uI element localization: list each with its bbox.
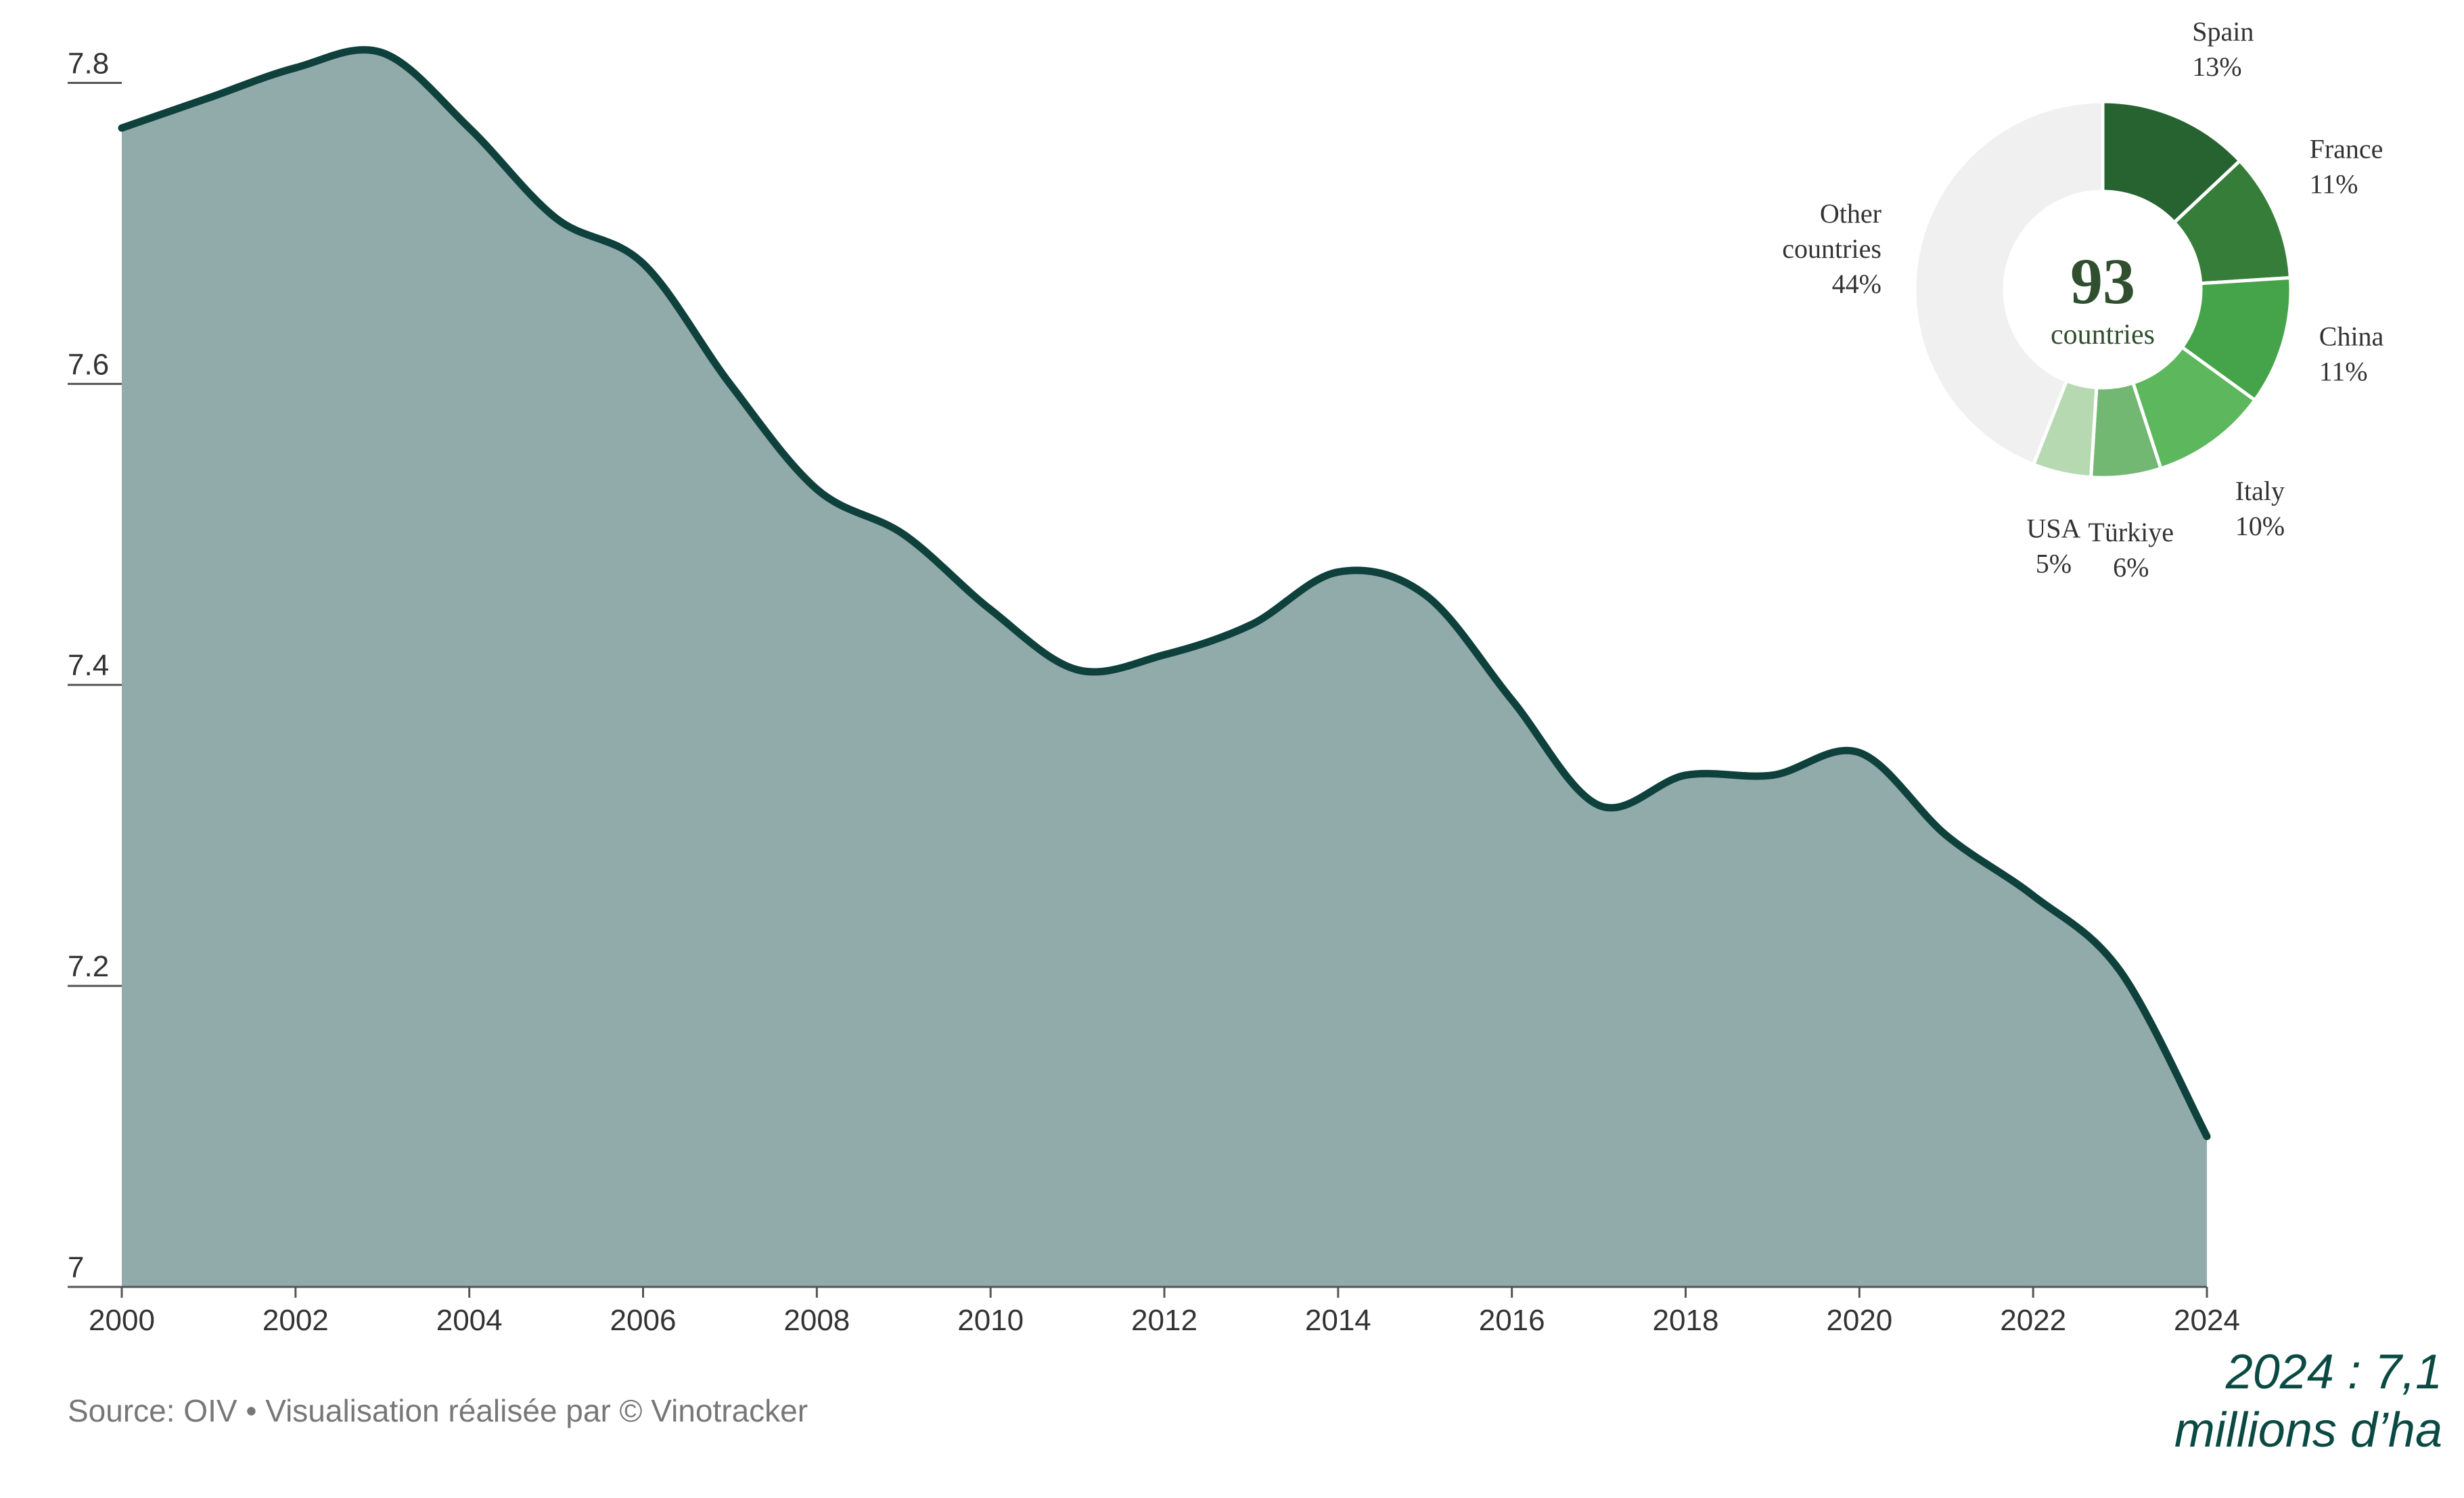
y-tick-label: 7.6	[68, 348, 109, 381]
donut-slice-other-countries	[1913, 99, 2105, 467]
donut-label-name: France	[2310, 133, 2383, 164]
y-tick-label: 7.4	[68, 649, 109, 682]
y-tick-label: 7.8	[68, 47, 109, 80]
x-tick-label: 2024	[2174, 1304, 2240, 1337]
x-tick-label: 2010	[957, 1304, 1024, 1337]
donut-chart: 93countriesSpain13%France11%China11%Ital…	[1782, 16, 2383, 583]
x-tick-label: 2022	[2000, 1304, 2066, 1337]
donut-label-name: USA	[2026, 514, 2080, 544]
x-tick-label: 2002	[263, 1304, 329, 1337]
x-tick-label: 2018	[1653, 1304, 1719, 1337]
y-tick-label: 7	[68, 1251, 84, 1284]
donut-label-name: Italy	[2235, 476, 2285, 506]
y-tick-label: 7.2	[68, 950, 109, 983]
x-tick-label: 2020	[1826, 1304, 1892, 1337]
annotation-line-1: 2024 : 7,1	[2225, 1345, 2442, 1399]
x-tick-label: 2008	[783, 1304, 850, 1337]
donut-label-pct: 44%	[1832, 269, 1881, 299]
source-note: Source: OIV • Visualisation réalisée par…	[68, 1393, 808, 1428]
donut-label-pct: 5%	[2036, 549, 2072, 579]
donut-center-label: countries	[2051, 319, 2155, 350]
donut-label-pct: 13%	[2192, 51, 2241, 82]
x-tick-label: 2004	[436, 1304, 503, 1337]
donut-label-name: Spain	[2192, 16, 2254, 47]
donut-center-value: 93	[2070, 245, 2135, 317]
donut-label-name: Other	[1820, 198, 1881, 229]
annotation-2024: 2024 : 7,1 millions d’ha	[2174, 1343, 2442, 1460]
donut-label-pct: 10%	[2235, 511, 2285, 541]
axes: 7 7.2 7.4 7.6 7.8 2000 2002 2004 2006 2008 2010 201…	[68, 47, 2240, 1337]
donut-label-pct: 11%	[2319, 357, 2368, 387]
x-tick-label: 2016	[1479, 1304, 1545, 1337]
annotation-line-2: millions d’ha	[2174, 1403, 2442, 1458]
donut-label-pct: 6%	[2113, 552, 2149, 583]
donut-label-pct: 11%	[2310, 168, 2358, 199]
x-tick-label: 2006	[610, 1304, 677, 1337]
donut-label-name: China	[2319, 321, 2384, 352]
x-tick-label: 2014	[1305, 1304, 1371, 1337]
series-line	[118, 46, 2211, 1141]
x-tick-label: 2012	[1131, 1304, 1197, 1337]
donut-label-name: Türkiye	[2088, 517, 2174, 547]
area-chart	[118, 46, 2211, 1287]
x-tick-label: 2000	[89, 1304, 155, 1337]
area-fill	[122, 49, 2207, 1287]
donut-label-name: countries	[1782, 233, 1881, 264]
